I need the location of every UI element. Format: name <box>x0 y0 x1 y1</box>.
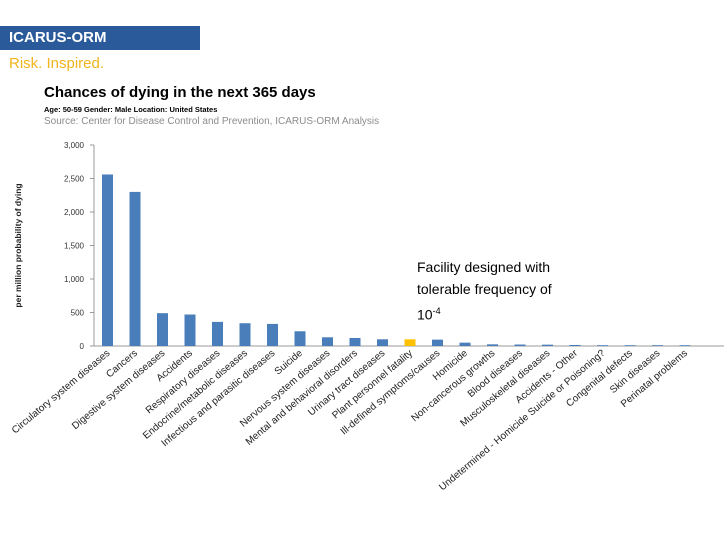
brand-banner: ICARUS-ORM <box>0 26 200 50</box>
bar <box>239 323 251 346</box>
bar <box>679 345 691 346</box>
tagline: Risk. Inspired. <box>9 55 105 72</box>
bar <box>652 345 663 346</box>
bar <box>212 321 223 346</box>
annotation-line-3: 10-4 <box>417 300 552 326</box>
x-tick-label: Circulatory system diseases <box>10 348 112 436</box>
y-tick-label: 2,500 <box>64 175 85 184</box>
chart-annotation: Facility designed with tolerable frequen… <box>417 256 552 326</box>
annotation-line-1: Facility designed with <box>417 259 551 275</box>
bar <box>514 344 526 346</box>
bar <box>129 191 141 346</box>
bar <box>487 344 498 346</box>
y-tick-label: 0 <box>80 342 85 351</box>
annotation-base: 10 <box>417 306 433 323</box>
bar <box>294 331 306 346</box>
bar <box>184 314 196 346</box>
bar <box>377 339 388 346</box>
bar <box>459 342 471 346</box>
bar <box>267 323 278 346</box>
annotation-line-2: tolerable frequency of <box>417 281 552 297</box>
y-tick-label: 1,000 <box>64 275 85 284</box>
y-tick-label: 3,000 <box>64 141 85 150</box>
chart-subtitle: Age: 50-59 Gender: Male Location: United… <box>44 105 218 114</box>
bar <box>404 339 416 346</box>
annotation-exponent: -4 <box>432 306 441 316</box>
bar <box>102 174 113 346</box>
brand-name: ICARUS-ORM <box>9 29 107 46</box>
y-axis-label: per million probability of dying <box>13 183 23 307</box>
bar <box>322 337 333 346</box>
chart-source: Source: Center for Disease Control and P… <box>44 116 380 127</box>
bar <box>542 344 553 346</box>
y-tick-label: 2,000 <box>64 208 85 217</box>
bar <box>432 339 443 346</box>
chart-title: Chances of dying in the next 365 days <box>44 84 316 101</box>
bar <box>597 345 608 346</box>
bar <box>349 337 361 346</box>
y-tick-label: 500 <box>71 309 85 318</box>
bar <box>569 344 581 346</box>
y-tick-label: 1,500 <box>64 242 85 251</box>
bar <box>157 313 168 346</box>
bar <box>624 345 636 346</box>
